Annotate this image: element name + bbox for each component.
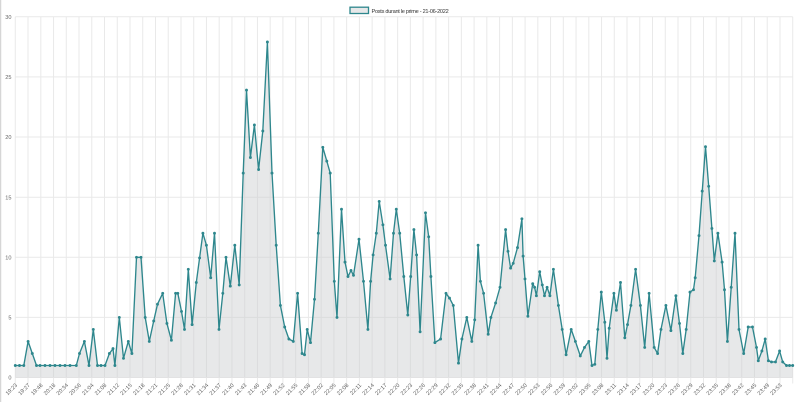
svg-text:10: 10 bbox=[5, 255, 11, 261]
svg-text:5: 5 bbox=[8, 316, 11, 322]
svg-text:30: 30 bbox=[5, 15, 11, 21]
svg-text:Posts durant le prime - 21-06-: Posts durant le prime - 21-06-2022 bbox=[372, 9, 449, 15]
svg-text:25: 25 bbox=[5, 75, 11, 81]
svg-text:20: 20 bbox=[5, 135, 11, 141]
svg-text:15: 15 bbox=[5, 195, 11, 201]
svg-text:0: 0 bbox=[8, 376, 11, 382]
